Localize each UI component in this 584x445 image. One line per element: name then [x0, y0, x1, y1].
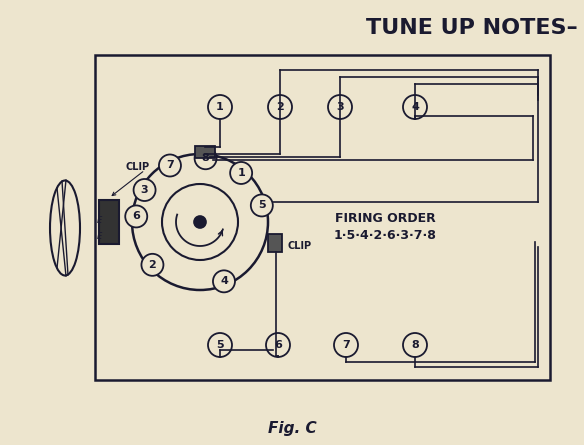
Text: E: E	[97, 231, 102, 240]
Circle shape	[162, 184, 238, 260]
Text: E: E	[97, 215, 102, 224]
Text: 1·5·4·2·6·3·7·8: 1·5·4·2·6·3·7·8	[333, 228, 436, 242]
Text: 4: 4	[411, 102, 419, 112]
Text: CLIP: CLIP	[288, 241, 312, 251]
Circle shape	[132, 154, 268, 290]
Circle shape	[134, 179, 155, 201]
Circle shape	[208, 95, 232, 119]
Circle shape	[266, 333, 290, 357]
Text: Fig. C: Fig. C	[267, 421, 317, 436]
Text: 1: 1	[237, 168, 245, 178]
Text: TUNE UP NOTES–: TUNE UP NOTES–	[366, 18, 578, 38]
Bar	[195, 146, 215, 158]
Circle shape	[403, 95, 427, 119]
Bar	[99, 200, 119, 244]
Circle shape	[159, 154, 181, 177]
Circle shape	[230, 162, 252, 184]
Text: 3: 3	[336, 102, 344, 112]
Circle shape	[213, 271, 235, 292]
Text: 4: 4	[220, 276, 228, 286]
Text: 1: 1	[216, 102, 224, 112]
Bar	[95, 55, 550, 380]
Circle shape	[328, 95, 352, 119]
Text: 6: 6	[274, 340, 282, 350]
Text: 3: 3	[141, 185, 148, 195]
Circle shape	[251, 194, 273, 216]
Text: 2: 2	[148, 260, 157, 270]
Text: CLIP: CLIP	[125, 162, 149, 172]
Circle shape	[403, 333, 427, 357]
Text: 8: 8	[201, 153, 210, 163]
Circle shape	[125, 206, 147, 227]
Text: 5: 5	[216, 340, 224, 350]
Circle shape	[194, 147, 217, 169]
Text: 7: 7	[166, 161, 174, 170]
Circle shape	[141, 254, 164, 276]
Text: FIRING ORDER: FIRING ORDER	[335, 211, 436, 224]
Text: 7: 7	[342, 340, 350, 350]
Circle shape	[208, 333, 232, 357]
Text: 5: 5	[258, 200, 266, 210]
Bar	[268, 234, 282, 252]
Circle shape	[268, 95, 292, 119]
Text: 2: 2	[276, 102, 284, 112]
Text: 8: 8	[411, 340, 419, 350]
Text: 6: 6	[133, 211, 140, 222]
Circle shape	[334, 333, 358, 357]
Circle shape	[194, 216, 206, 228]
